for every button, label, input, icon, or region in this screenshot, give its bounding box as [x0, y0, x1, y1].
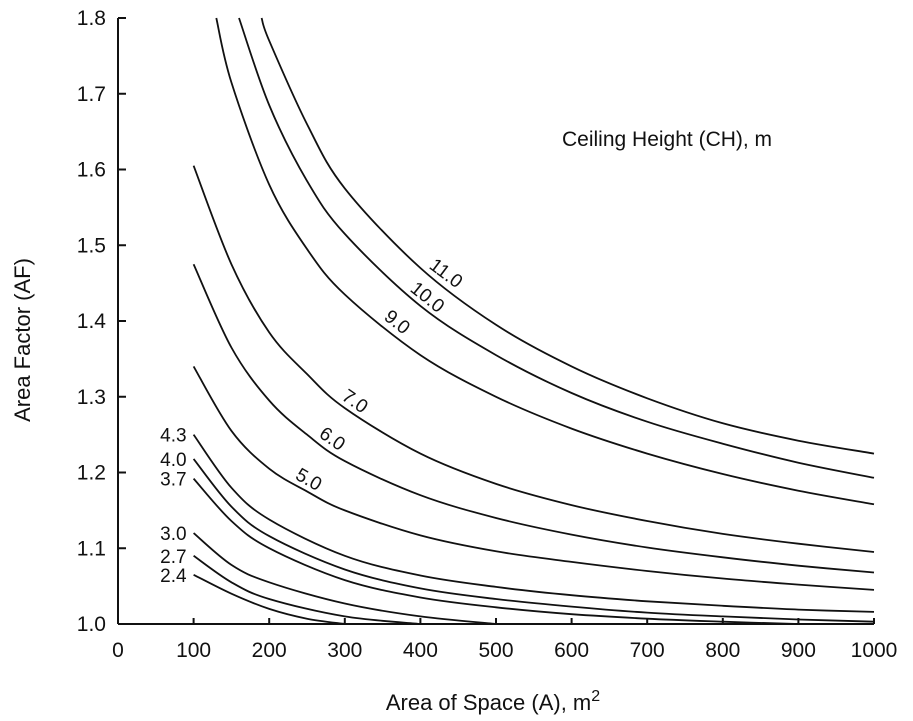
- curve-ch-11-0: [260, 17, 875, 455]
- x-ticks: 0 100 200 300 400 500 600 700 800 900 1000: [112, 618, 897, 662]
- curve-label-2-4: 2.4: [160, 566, 187, 587]
- y-tick-label: 1.2: [77, 462, 106, 485]
- y-ticks: 1.0 1.1 1.2 1.3 1.4 1.5 1.6 1.7 1.8: [77, 7, 126, 636]
- curve-label-3-0: 3.0: [160, 524, 186, 545]
- curve-label-4-3: 4.3: [160, 426, 186, 447]
- curve-label-5-0: 5.0: [292, 464, 325, 495]
- curve-ch-10-0: [238, 17, 875, 479]
- curve-label-4-0: 4.0: [160, 450, 186, 471]
- x-tick-label: 100: [176, 639, 211, 662]
- y-tick-label: 1.4: [77, 310, 107, 333]
- curve-ch-3-7: [192, 477, 799, 625]
- y-tick-label: 1.1: [77, 537, 106, 560]
- x-axis-title-superscript: 2: [591, 688, 600, 705]
- x-tick-label: 1000: [851, 639, 898, 662]
- axes: [117, 18, 874, 625]
- curves: [192, 17, 875, 625]
- y-tick-label: 1.8: [77, 7, 106, 30]
- x-tick-label: 300: [327, 639, 362, 662]
- y-tick-label: 1.3: [77, 386, 106, 409]
- y-axis-title: Area Factor (AF): [10, 258, 35, 422]
- x-tick-label: 700: [630, 639, 665, 662]
- x-tick-label: 800: [705, 639, 740, 662]
- curve-ch-6-0: [192, 263, 875, 574]
- x-tick-label: 400: [403, 639, 438, 662]
- curve-ch-3-0: [193, 532, 497, 625]
- curve-ch-4-3: [192, 434, 875, 613]
- y-tick-label: 1.5: [77, 234, 106, 257]
- y-tick-label: 1.7: [77, 83, 106, 106]
- legend-title: Ceiling Height (CH), m: [562, 128, 772, 151]
- curve-label-6-0: 6.0: [315, 423, 349, 455]
- curve-label-3-7: 3.7: [160, 470, 186, 491]
- x-axis-title-text: Area of Space (A), m: [386, 690, 591, 715]
- curve-ch-2-4: [193, 573, 345, 625]
- curve-label-9-0: 9.0: [380, 306, 414, 339]
- curve-label-7-0: 7.0: [338, 386, 372, 418]
- x-tick-label: 500: [478, 639, 513, 662]
- curve-ch-9-0: [215, 17, 875, 506]
- y-tick-label: 1.0: [77, 613, 106, 636]
- x-tick-label: 600: [554, 639, 589, 662]
- x-tick-label: 0: [112, 639, 124, 662]
- y-tick-label: 1.6: [77, 159, 106, 182]
- curve-ch-5-0: [192, 365, 875, 591]
- curve-ch-2-7: [193, 555, 421, 625]
- curve-ch-4-0: [192, 458, 875, 623]
- x-axis-title: Area of Space (A), m2: [386, 688, 600, 715]
- curve-label-2-7: 2.7: [160, 547, 186, 568]
- curve-ch-7-0: [192, 165, 875, 553]
- curve-labels: 2.42.73.03.74.04.35.06.07.09.010.011.0: [160, 255, 466, 587]
- x-tick-label: 900: [781, 639, 816, 662]
- x-tick-label: 200: [252, 639, 287, 662]
